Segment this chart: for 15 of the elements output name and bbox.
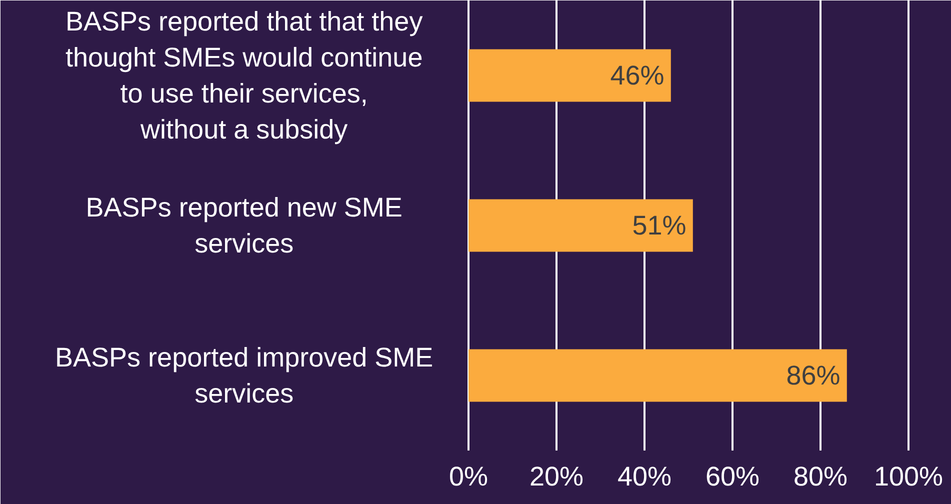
y-tick-label: BASPs reported improved SME services: [55, 342, 434, 408]
x-tick-label: 100%: [874, 462, 944, 492]
bar: [468, 199, 693, 252]
x-tick-label: 20%: [529, 462, 584, 492]
x-tick-label: 0%: [448, 462, 488, 492]
x-tick-label: 80%: [793, 462, 848, 492]
y-tick-label: BASPs reported that that they thought SMEs would continue to use their services, without a subsidy: [65, 6, 424, 144]
bar: [468, 49, 671, 102]
x-tick-label: 40%: [617, 462, 672, 492]
x-tick-label: 60%: [705, 462, 760, 492]
y-tick-label: BASPs reported new SME services: [86, 192, 402, 258]
bar: [468, 349, 847, 402]
data-label: 46%: [610, 60, 664, 90]
data-label: 51%: [632, 210, 686, 240]
data-label: 86%: [786, 360, 840, 390]
